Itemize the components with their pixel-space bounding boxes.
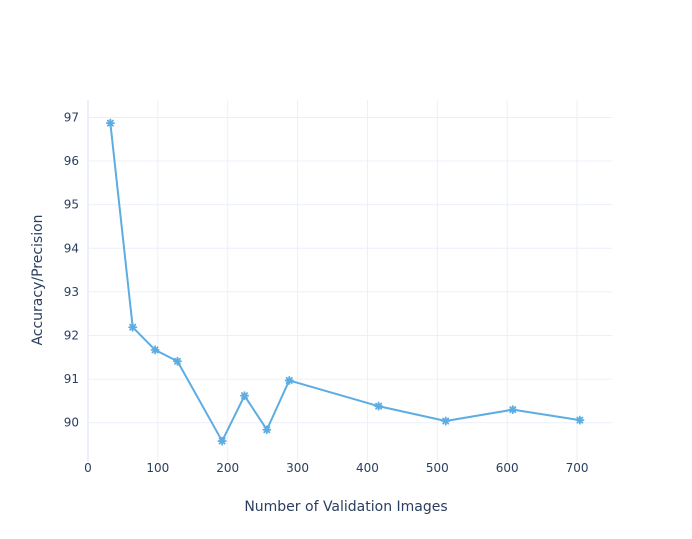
x-tick-label: 200 — [216, 461, 239, 475]
series-line — [109, 123, 581, 443]
data-point — [240, 391, 249, 401]
y-tick-label: 97 — [64, 110, 79, 124]
y-tick-label: 91 — [64, 372, 79, 386]
series-group — [105, 118, 585, 446]
x-tick-labels: 0 100 200 300 400 500 600 700 — [84, 461, 588, 475]
data-point — [262, 425, 272, 435]
y-tick-label: 93 — [64, 285, 79, 299]
y-tick-label: 96 — [64, 154, 79, 168]
x-axis-title: Number of Validation Images — [244, 499, 447, 515]
x-tick-label: 500 — [426, 461, 449, 475]
data-point — [217, 436, 227, 446]
y-tick-label: 94 — [64, 241, 79, 255]
plot-background — [88, 100, 612, 462]
x-tick-label: 300 — [286, 461, 309, 475]
x-tick-label: 0 — [84, 461, 92, 475]
data-point — [128, 322, 138, 332]
data-point — [575, 415, 585, 425]
y-axis-title: Accuracy/Precision — [30, 214, 46, 345]
x-gridlines — [87, 100, 578, 462]
data-point — [150, 345, 160, 355]
y-tick-label: 90 — [64, 416, 79, 430]
data-point — [172, 356, 182, 366]
x-tick-label: 600 — [496, 461, 519, 475]
y-tick-labels: 90 91 92 93 94 95 96 97 — [64, 110, 79, 429]
data-point — [441, 416, 451, 426]
data-point — [284, 375, 294, 385]
x-tick-label: 100 — [146, 461, 169, 475]
data-point — [374, 401, 384, 411]
data-point — [105, 118, 115, 128]
y-tick-label: 95 — [64, 198, 79, 212]
x-tick-label: 400 — [356, 461, 379, 475]
y-gridlines — [88, 116, 612, 424]
data-point — [508, 405, 518, 415]
x-tick-label: 700 — [566, 461, 589, 475]
y-tick-label: 92 — [64, 329, 79, 343]
